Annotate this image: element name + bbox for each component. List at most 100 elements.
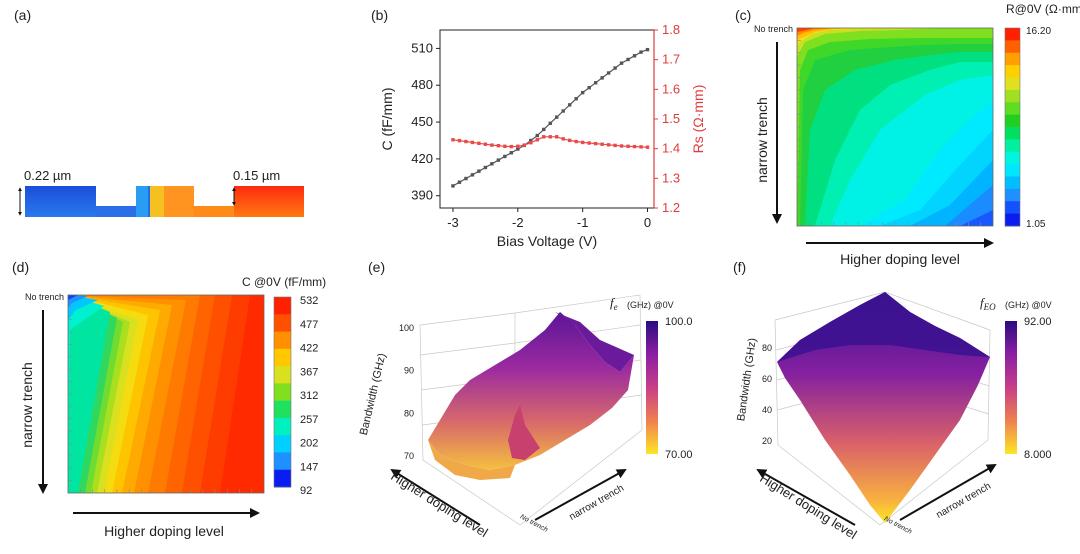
f-narrow-trench-arrow (899, 463, 997, 521)
d-doping-label: Higher doping level (104, 523, 224, 539)
rs-point (516, 144, 520, 148)
right-slab (234, 186, 304, 217)
d-heatmap (68, 295, 264, 493)
panel-b-label: (b) (371, 7, 388, 23)
rs-point (600, 142, 604, 146)
f-narrow-trench-label: narrow trench (935, 481, 993, 521)
colorbar-band (274, 452, 291, 471)
d-colorbar-ticks: 532 477 422 367 312 257 202 147 92 (300, 295, 318, 497)
e-colorbar-min: 70.00 (665, 449, 693, 461)
rs-point (555, 135, 559, 139)
c-point (503, 154, 507, 159)
colorbar-band (274, 348, 291, 367)
panel-a: (a) 0.22 µm 0.15 µm (14, 7, 304, 217)
z-tick-label: 80 (762, 343, 772, 353)
e-z-ticks: 100 90 80 70 (399, 323, 414, 461)
svg-text:fe: fe (610, 295, 618, 312)
rs-point (496, 144, 501, 148)
c-point (626, 57, 630, 62)
rs-point (522, 143, 527, 147)
colorbar-band (274, 400, 291, 419)
y-tick-label: 510 (411, 40, 433, 55)
d-narrow-trench-label: narrow trench (19, 362, 35, 448)
c-series-line (452, 49, 648, 187)
y2-tick-label: 1.8 (662, 22, 680, 37)
e-colorbar-max: 100.0 (665, 316, 693, 328)
e-cb-f: f (610, 295, 616, 310)
colorbar-band (1005, 201, 1020, 215)
c-point (600, 76, 604, 80)
colorbar-band (1005, 151, 1020, 165)
d-colorbar-tick-label: 202 (300, 438, 318, 450)
c-heatmap (797, 28, 993, 226)
plot-frame (439, 29, 655, 209)
colorbar-band (1005, 102, 1020, 116)
rs-point (587, 141, 591, 145)
panel-d-label: (d) (12, 259, 29, 275)
c-narrow-trench-label: narrow trench (754, 97, 770, 183)
rs-point (490, 143, 494, 147)
d-colorbar-tick-label: 147 (300, 461, 318, 473)
e-doping-label: Higher doping level (388, 468, 490, 540)
rs-point (574, 139, 578, 144)
colorbar-band (1005, 164, 1020, 177)
y2-tick-label: 1.7 (662, 52, 680, 67)
rs-point (613, 143, 617, 148)
c-point (619, 61, 624, 65)
c-point (580, 90, 585, 95)
d-colorbar-title: C @0V (fF/mm) (242, 275, 326, 289)
left-thickness-label: 0.22 µm (24, 168, 71, 183)
rs-point (464, 139, 468, 144)
rs-point (626, 144, 630, 148)
b-series (451, 47, 650, 188)
x-tick-label: -1 (577, 215, 589, 230)
f-surface (777, 292, 990, 523)
left-trench (96, 206, 136, 217)
c-colorbar-title: R@0V (Ω·mm) (1006, 2, 1080, 16)
rs-point (509, 144, 514, 149)
y2-tick-label: 1.3 (662, 170, 680, 185)
y2-tick-label: 1.2 (662, 200, 680, 215)
c-point (470, 173, 475, 177)
y-tick-label: 390 (411, 188, 433, 203)
z-tick-label: 80 (404, 408, 414, 418)
e-z-axis-title: Bandwidth (GHz) (358, 352, 389, 436)
colorbar-band (274, 366, 291, 384)
rs-point (451, 138, 455, 142)
panel-f-label: (f) (733, 259, 746, 275)
colorbar-band (274, 435, 291, 453)
f-cb-f: f (980, 295, 986, 310)
d-colorbar-tick-label: 532 (300, 295, 318, 307)
rs-point (529, 141, 533, 145)
colorbar-band (1005, 139, 1020, 153)
c-point (529, 138, 533, 143)
rs-point (503, 144, 507, 148)
d-colorbar-tick-label: 92 (300, 485, 312, 497)
rs-point (548, 135, 552, 139)
e-narrow-trench-arrow (534, 469, 627, 521)
d-colorbar-tick-label: 477 (300, 319, 318, 331)
c-point (567, 103, 572, 107)
colorbar-band (1005, 114, 1020, 128)
rs-point (483, 142, 488, 146)
y2-axis-title: Rs (Ω·mm) (690, 85, 706, 154)
c-point (639, 50, 643, 54)
rs-point (580, 140, 585, 145)
panel-e-label: (e) (368, 259, 385, 275)
c-ticks (797, 40, 982, 226)
e-surface (428, 312, 634, 480)
x-tick-label: -3 (447, 215, 459, 230)
c-point (645, 47, 650, 52)
x-tick-label: 0 (644, 215, 651, 230)
c-colorbar (1004, 27, 1021, 227)
f-z-axis-title: Bandwidth (GHz) (735, 337, 759, 422)
colorbar-band (1005, 65, 1020, 78)
colorbar-band (274, 297, 291, 315)
c-point (464, 176, 468, 181)
d-ticks (68, 307, 253, 493)
z-tick-label: 70 (404, 451, 414, 461)
rs-point (567, 138, 572, 143)
c-doping-label: Higher doping level (840, 251, 960, 267)
colorbar-band (1005, 213, 1020, 227)
c-point (451, 184, 455, 188)
